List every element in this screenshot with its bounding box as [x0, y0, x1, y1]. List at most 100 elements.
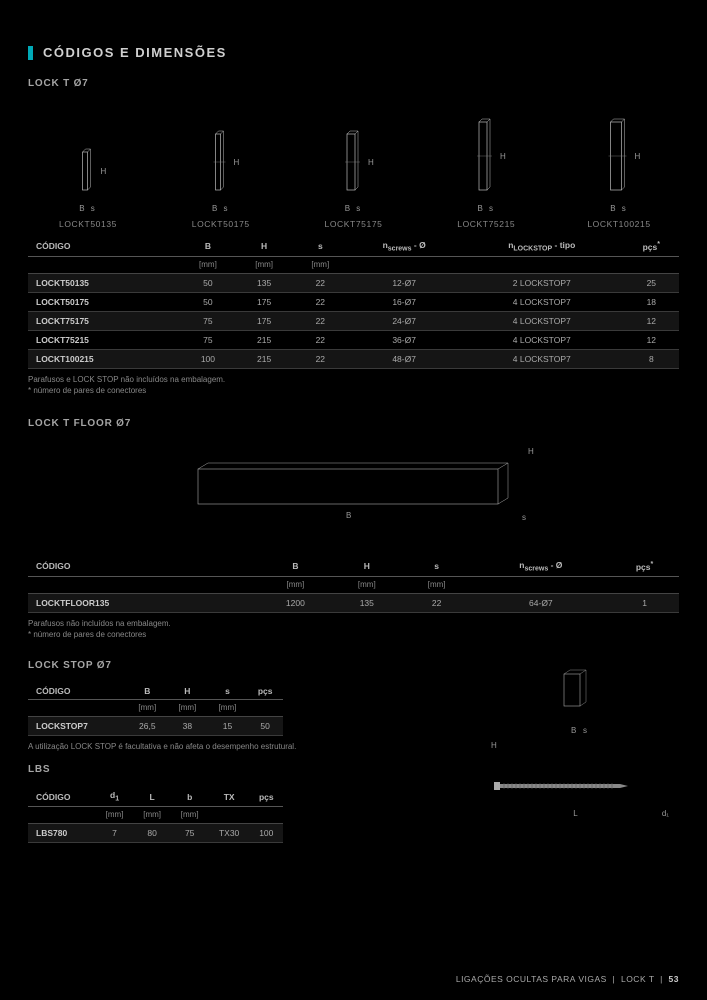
table-cell: 50: [248, 717, 283, 736]
table-header: B: [259, 555, 332, 576]
svg-text:H: H: [233, 158, 239, 167]
floor-note2: * número de pares de conectores: [28, 630, 146, 639]
table-cell: 215: [236, 330, 292, 349]
table-cell: 22: [402, 593, 472, 612]
lockt-footnote: Parafusos e LOCK STOP não incluídos na e…: [28, 374, 679, 396]
table-cell: LOCKT50175: [28, 292, 180, 311]
table-header: CÓDIGO: [28, 555, 259, 576]
ls-h: H: [491, 741, 497, 750]
diagram-cell: H B s LOCKT75215: [426, 114, 546, 229]
table-header: b: [171, 785, 209, 806]
diagram-dims: B s: [79, 204, 97, 213]
screw-svg: [489, 774, 669, 804]
table-header: nLOCKSTOP - tipo: [460, 235, 624, 256]
table-unit: [472, 576, 611, 593]
table-cell: 25: [624, 273, 679, 292]
table-row: LOCKT50175501752216-Ø74 LOCKSTOP718: [28, 292, 679, 311]
dim-s: s: [522, 513, 526, 522]
ls-s: s: [583, 726, 587, 735]
table-cell: LOCKSTOP7: [28, 717, 127, 736]
table-row: LOCKT75215752152236-Ø74 LOCKSTOP712: [28, 330, 679, 349]
table-header: d1: [96, 785, 134, 806]
diagram-cell: H B s LOCKT50135: [28, 144, 148, 229]
lockstop-diagram: B s H: [479, 664, 679, 750]
table-unit: [mm]: [133, 807, 171, 824]
table-cell: 75: [171, 824, 209, 843]
lbs-heading: LBS: [28, 764, 439, 775]
floor-note1: Parafusos não incluídos na embalagem.: [28, 619, 171, 628]
locktfloor-svg: [28, 439, 668, 549]
table-cell: TX30: [208, 824, 249, 843]
table-cell: 1200: [259, 593, 332, 612]
table-cell: 135: [236, 273, 292, 292]
table-header: pçs*: [610, 555, 679, 576]
diagram-label: LOCKT50175: [192, 219, 250, 229]
lockt-table: CÓDIGOBHsnscrews - ØnLOCKSTOP - tipopçs*…: [28, 235, 679, 369]
table-cell: 175: [236, 311, 292, 330]
table-header: nscrews - Ø: [348, 235, 459, 256]
table-header: pçs*: [624, 235, 679, 256]
table-cell: LOCKTFLOOR135: [28, 593, 259, 612]
table-header: B: [127, 681, 167, 700]
section-title: CÓDIGOS E DIMENSÕES: [28, 45, 679, 60]
table-cell: 4 LOCKSTOP7: [460, 292, 624, 311]
table-unit: [348, 256, 459, 273]
table-unit: [28, 256, 180, 273]
table-cell: 2 LOCKSTOP7: [460, 273, 624, 292]
table-cell: LOCKT50135: [28, 273, 180, 292]
table-unit: [mm]: [292, 256, 348, 273]
lockt-heading: LOCK T Ø7: [28, 78, 679, 89]
table-header: s: [402, 555, 472, 576]
table-cell: 64-Ø7: [472, 593, 611, 612]
diagram-label: LOCKT75215: [457, 219, 515, 229]
page-footer: LIGAÇÕES OCULTAS PARA VIGAS | LOCK T | 5…: [456, 974, 679, 984]
table-cell: 4 LOCKSTOP7: [460, 330, 624, 349]
table-cell: 22: [292, 292, 348, 311]
table-header: H: [332, 555, 402, 576]
table-row: LBS78078075TX30100: [28, 824, 283, 843]
svg-text:H: H: [500, 152, 506, 161]
footer-page: 53: [669, 974, 679, 984]
table-header: B: [180, 235, 236, 256]
lockstop-svg: [534, 664, 624, 724]
dim-h: H: [528, 447, 534, 456]
table-unit: [mm]: [96, 807, 134, 824]
table-unit: [mm]: [207, 700, 247, 717]
table-unit: [460, 256, 624, 273]
diagram-dims: B s: [477, 204, 495, 213]
diagram-dims: B s: [345, 204, 363, 213]
table-header: s: [207, 681, 247, 700]
table-cell: 1: [610, 593, 679, 612]
table-header: L: [133, 785, 171, 806]
table-cell: 48-Ø7: [348, 349, 459, 368]
table-cell: LOCKT100215: [28, 349, 180, 368]
table-unit: [mm]: [171, 807, 209, 824]
plate-svg: H: [58, 144, 118, 200]
lockt-diagram-row: H B s LOCKT50135 H B s LOCKT50175: [28, 99, 679, 229]
table-cell: 175: [236, 292, 292, 311]
table-cell: 8: [624, 349, 679, 368]
scr-l: L: [573, 809, 577, 818]
lockstop-heading: LOCK STOP Ø7: [28, 660, 439, 671]
svg-text:H: H: [635, 152, 641, 161]
table-cell: 75: [180, 311, 236, 330]
table-header: H: [236, 235, 292, 256]
table-header: pçs: [248, 681, 283, 700]
ls-b: B: [571, 726, 576, 735]
table-cell: 50: [180, 273, 236, 292]
table-unit: [610, 576, 679, 593]
table-unit: [28, 700, 127, 717]
diagram-dims: B s: [610, 204, 628, 213]
table-header: pçs: [250, 785, 283, 806]
table-cell: 16-Ø7: [348, 292, 459, 311]
table-cell: 12: [624, 311, 679, 330]
lockstop-table: CÓDIGOBHspçs[mm][mm][mm]LOCKSTOP726,5381…: [28, 681, 283, 736]
table-cell: 7: [96, 824, 134, 843]
table-unit: [624, 256, 679, 273]
table-row: LOCKTFLOOR13512001352264-Ø71: [28, 593, 679, 612]
table-unit: [mm]: [402, 576, 472, 593]
table-cell: 12: [624, 330, 679, 349]
footer-mid: LOCK T: [621, 974, 654, 984]
dim-b: B: [346, 511, 351, 520]
table-unit: [mm]: [167, 700, 207, 717]
